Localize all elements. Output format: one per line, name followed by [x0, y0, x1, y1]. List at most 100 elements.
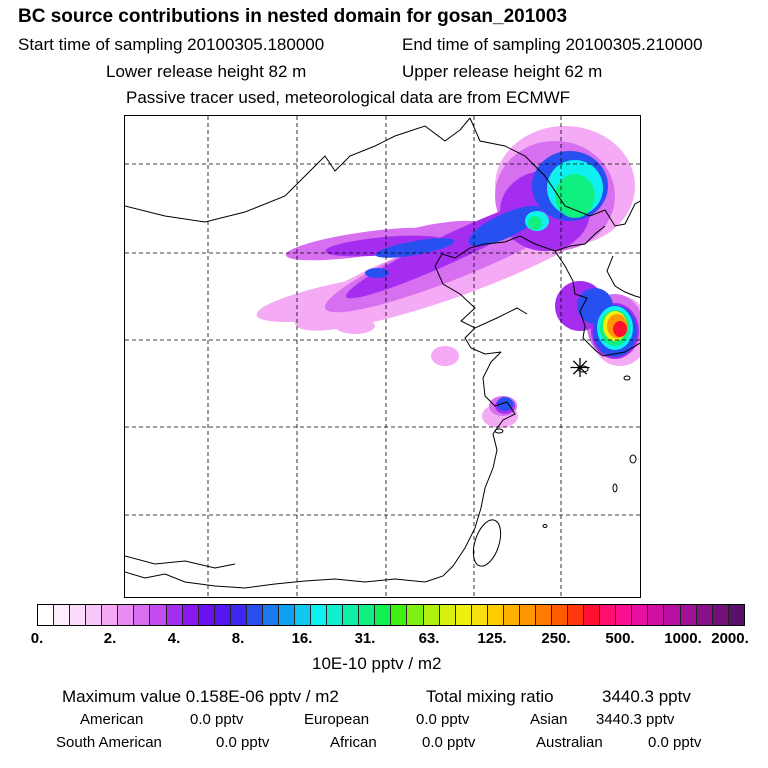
colorbar-tick-label: 250.: [541, 630, 571, 647]
plume-blob: [335, 318, 375, 334]
colorbar-cell: [375, 605, 392, 625]
plume-blob: [528, 216, 542, 230]
colorbar-cell: [712, 605, 729, 625]
colorbar-cell: [519, 605, 536, 625]
colorbar-cell: [278, 605, 295, 625]
plume-blob: [613, 321, 627, 337]
colorbar-cell: [166, 605, 183, 625]
colorbar-tick-label: 125.: [477, 630, 507, 647]
plume-blob: [497, 397, 513, 411]
region-asian-name: Asian: [530, 711, 568, 728]
colorbar-cell: [696, 605, 713, 625]
colorbar-cell: [38, 605, 55, 625]
colorbar-cell: [343, 605, 360, 625]
colorbar-cell: [664, 605, 681, 625]
colorbar-cell: [359, 605, 376, 625]
colorbar-cell: [295, 605, 312, 625]
colorbar-cell: [246, 605, 263, 625]
colorbar-cell: [600, 605, 617, 625]
colorbar-units: 10E-10 pptv / m2: [312, 654, 442, 673]
end-time-label: End time of sampling 20100305.210000: [402, 35, 703, 54]
colorbar-tick-label: 500.: [605, 630, 635, 647]
colorbar-cell: [552, 605, 569, 625]
coastline-segment: [125, 555, 236, 569]
region-australian-value: 0.0 pptv: [648, 734, 702, 751]
plume-blob: [431, 346, 459, 366]
start-time-label: Start time of sampling 20100305.180000: [18, 35, 325, 54]
total-mixing-value: 3440.3 pptv: [602, 687, 691, 706]
coastline-segment: [554, 225, 606, 252]
colorbar-cell: [423, 605, 440, 625]
colorbar-tick-label: 4.: [167, 630, 181, 647]
colorbar-cell: [568, 605, 585, 625]
region-african-value: 0.0 pptv: [422, 734, 476, 751]
colorbar-cell: [86, 605, 103, 625]
colorbar-cell: [150, 605, 167, 625]
colorbar-cell: [182, 605, 199, 625]
colorbar-cell: [728, 605, 744, 625]
plume-blob: [365, 268, 389, 278]
colorbar-cell: [214, 605, 231, 625]
region-southamerican-name: South American: [56, 734, 162, 751]
colorbar-cell: [455, 605, 472, 625]
colorbar-tick-label: 0.: [30, 630, 44, 647]
coastline-segment: [469, 117, 640, 227]
lat-lon-grid: [125, 116, 640, 597]
colorbar-cell: [407, 605, 424, 625]
colorbar-tick-label: 63.: [418, 630, 440, 647]
coastline-segment: [554, 250, 640, 357]
colorbar-cell: [198, 605, 215, 625]
colorbar-cell: [680, 605, 697, 625]
island: [623, 375, 631, 381]
colorbar-cell: [616, 605, 633, 625]
island: [542, 524, 548, 528]
colorbar-tick-label: 1000.: [664, 630, 702, 647]
coastline-segment: [441, 235, 556, 259]
plume-blob: [555, 174, 595, 218]
colorbar-cell: [262, 605, 279, 625]
map-canvas: ✳: [125, 116, 640, 597]
receptor-marker: ✳: [569, 353, 591, 383]
region-asian-value: 3440.3 pptv: [596, 711, 675, 728]
coastline-segment: [434, 253, 528, 329]
max-value-label: Maximum value 0.158E-06 pptv / m2: [62, 687, 339, 706]
colorbar-cell: [648, 605, 665, 625]
map-title: BC source contributions in nested domain…: [18, 6, 568, 27]
colorbar-cell: [439, 605, 456, 625]
colorbar-cell: [327, 605, 344, 625]
colorbar-cell: [134, 605, 151, 625]
colorbar-cell: [70, 605, 87, 625]
coastlines: [125, 117, 640, 589]
map-panel: ✳: [124, 115, 641, 598]
colorbar-cell: [391, 605, 408, 625]
colorbar-cell: [632, 605, 649, 625]
concentration-plume: [256, 126, 640, 428]
colorbar-cell: [230, 605, 247, 625]
colorbar-cell: [503, 605, 520, 625]
colorbar-tick-label: 31.: [354, 630, 376, 647]
tracer-note: Passive tracer used, meteorological data…: [126, 88, 571, 107]
colorbar: [37, 604, 745, 626]
lower-release-label: Lower release height 82 m: [106, 62, 307, 81]
island: [629, 454, 637, 464]
coastline-segment: [125, 571, 426, 589]
colorbar-cell: [118, 605, 135, 625]
plume-blob: [375, 238, 455, 258]
coastline-segment: [464, 327, 502, 355]
island: [577, 365, 589, 373]
region-american-value: 0.0 pptv: [190, 711, 244, 728]
region-australian-name: Australian: [536, 734, 603, 751]
region-african-name: African: [330, 734, 377, 751]
colorbar-tick-label: 2.: [103, 630, 117, 647]
colorbar-cell: [311, 605, 328, 625]
island: [494, 428, 504, 434]
upper-release-label: Upper release height 62 m: [402, 62, 603, 81]
coastline-segment: [606, 255, 640, 298]
coastline-segment: [424, 351, 516, 583]
region-american-name: American: [80, 711, 144, 728]
total-mixing-label: Total mixing ratio: [426, 687, 554, 706]
colorbar-cell: [54, 605, 71, 625]
colorbar-cell: [487, 605, 504, 625]
region-european-value: 0.0 pptv: [416, 711, 470, 728]
plume-blob: [468, 205, 542, 247]
